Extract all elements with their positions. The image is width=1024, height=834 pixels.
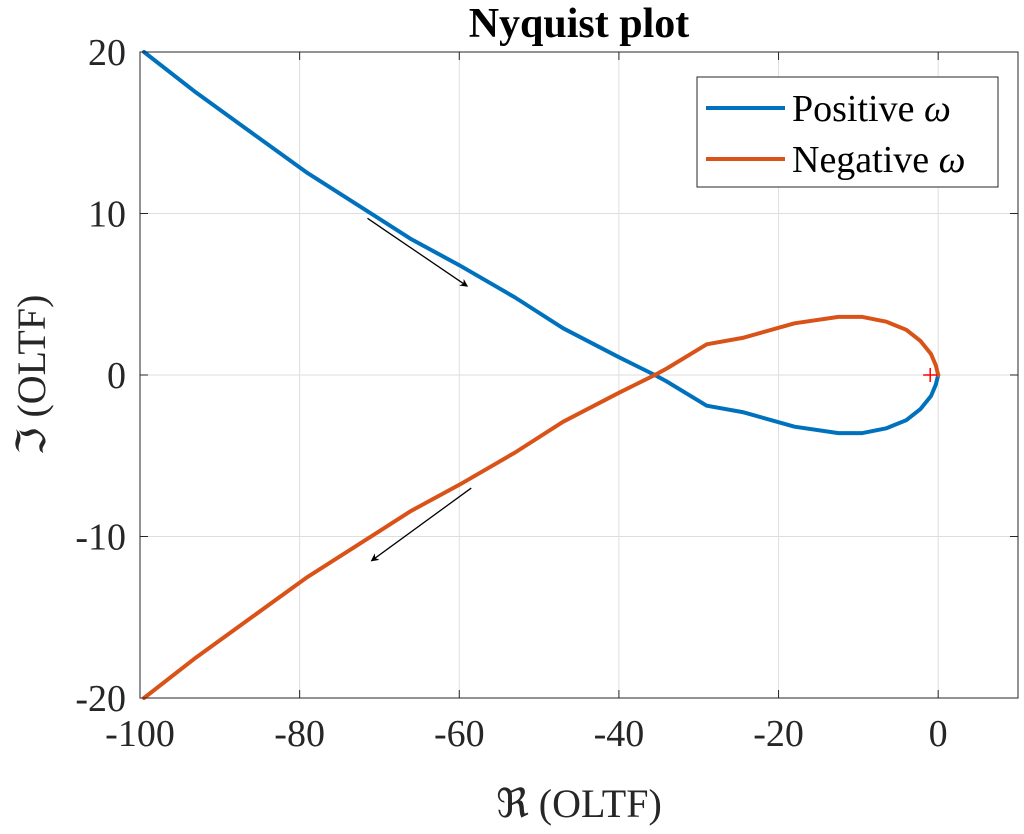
- legend-omega-symbol: ω: [939, 139, 966, 181]
- series-line-positive: [142, 50, 941, 436]
- annotation-layer: [367, 217, 938, 562]
- legend-label-positive-text: Positive: [792, 88, 914, 130]
- legend-label-negative: Negative ω: [792, 139, 966, 181]
- direction-arrow-negative: [370, 487, 472, 562]
- x-tick-label: -60: [434, 713, 485, 755]
- x-tick-label: -80: [274, 713, 325, 755]
- direction-arrow-positive: [367, 217, 469, 287]
- y-tick-label: -20: [75, 678, 126, 720]
- legend-box: [696, 76, 999, 188]
- series-line-negative: [142, 314, 941, 700]
- x-axis-label: ℜ (OLTF): [496, 781, 662, 826]
- x-tick-label: -20: [753, 713, 804, 755]
- chart-title: Nyquist plot: [469, 1, 690, 47]
- critical-point-marker: [923, 368, 938, 382]
- y-tick-label: 10: [88, 194, 126, 236]
- y-tick-label: -10: [75, 517, 126, 559]
- series-layer: [142, 50, 941, 700]
- y-tick-label: 0: [107, 355, 126, 397]
- legend-omega-symbol: ω: [924, 88, 951, 130]
- legend: Positive ω Negative ω: [696, 76, 999, 188]
- x-tick-label: -100: [105, 713, 175, 755]
- x-tick-label: -40: [594, 713, 645, 755]
- y-axis-label: ℑ (OLTF): [9, 295, 54, 456]
- legend-label-negative-text: Negative: [792, 139, 929, 181]
- legend-label-positive: Positive ω: [792, 88, 951, 130]
- y-tick-label: 20: [88, 32, 126, 74]
- x-tick-label: 0: [929, 713, 948, 755]
